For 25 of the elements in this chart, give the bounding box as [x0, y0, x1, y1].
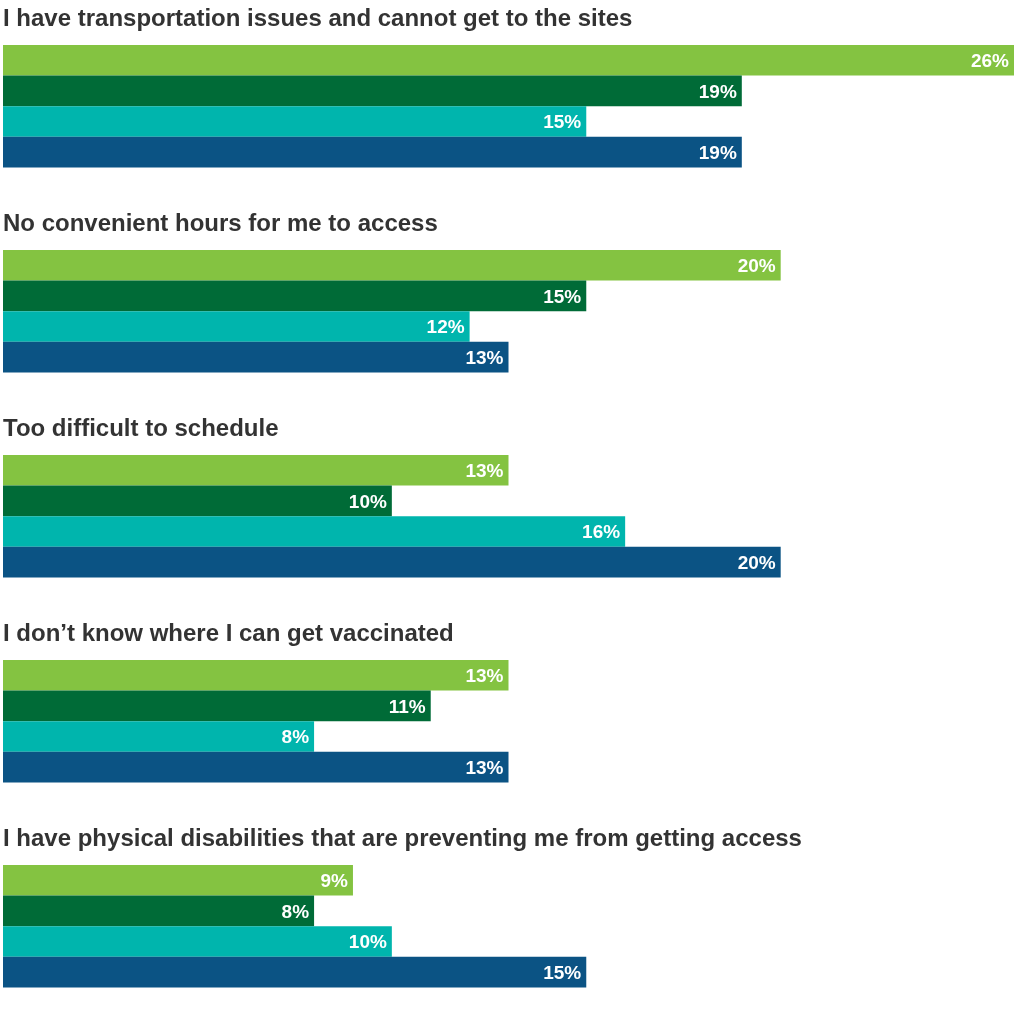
data-label: 9%	[320, 870, 349, 892]
y-tick-label: Too difficult to schedule	[2, 413, 280, 443]
data-label: 15%	[543, 961, 582, 983]
data-label: 11%	[388, 695, 426, 717]
data-label: 20%	[737, 551, 776, 573]
data-label: 13%	[465, 346, 504, 368]
data-label: 15%	[543, 111, 582, 133]
data-label: 15%	[543, 285, 582, 307]
data-label: 19%	[698, 80, 737, 102]
data-label: 13%	[465, 756, 504, 778]
data-label: 20%	[737, 255, 776, 277]
data-label: 26%	[970, 50, 1010, 72]
data-label: 13%	[465, 460, 504, 482]
y-tick-label: I have physical disabilities that are preventing me from getting access	[2, 823, 803, 853]
y-tick-label: I don’t know where I can get vaccinated	[2, 618, 455, 648]
data-label: 8%	[281, 900, 310, 922]
data-label: 16%	[582, 521, 621, 543]
data-label: 19%	[698, 141, 737, 163]
data-label: 13%	[465, 665, 504, 687]
data-label: 10%	[348, 490, 387, 512]
y-tick-label: No convenient hours for me to access	[2, 208, 439, 238]
data-label: 12%	[426, 316, 465, 338]
data-label: 10%	[348, 931, 387, 953]
data-label: 8%	[281, 726, 310, 748]
y-tick-label: I have transportation issues and cannot get to the sites	[2, 3, 634, 33]
